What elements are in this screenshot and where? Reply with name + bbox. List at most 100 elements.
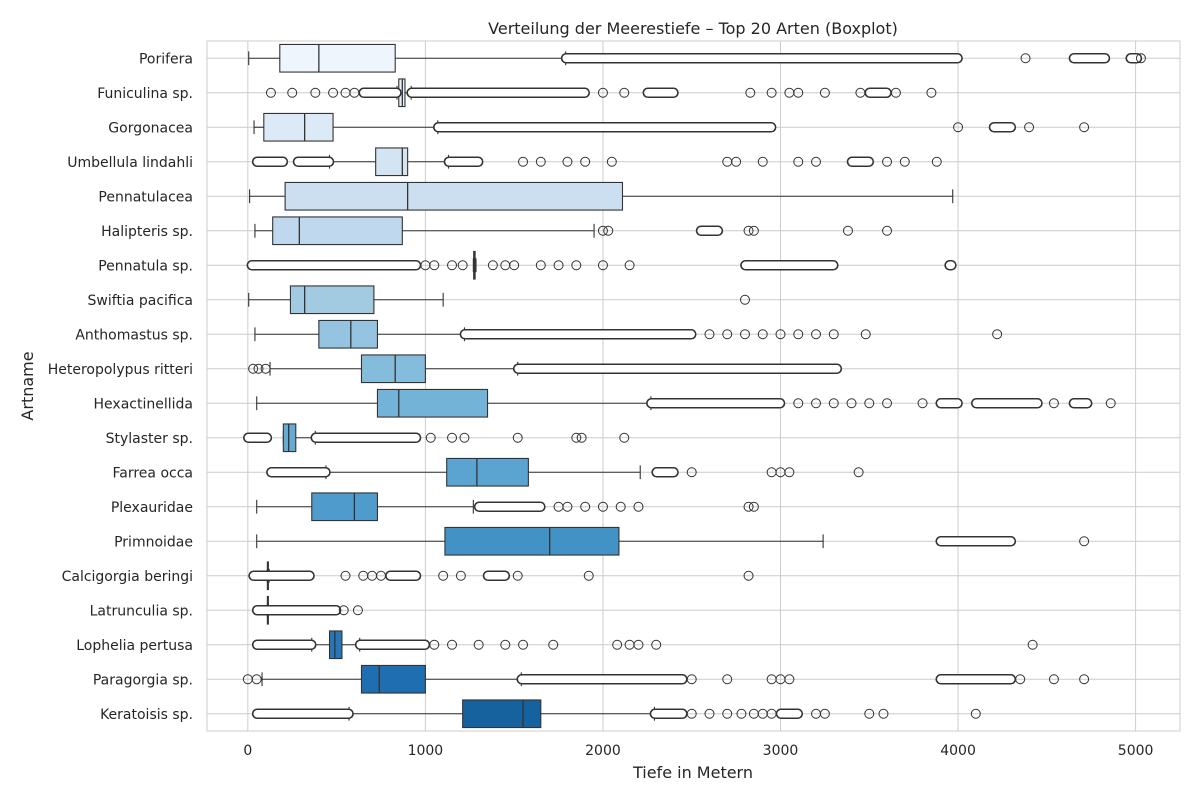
box bbox=[272, 216, 403, 246]
outlier-cluster bbox=[642, 87, 679, 99]
outlier-point bbox=[624, 260, 635, 271]
outlier-point bbox=[1079, 674, 1090, 685]
outlier-point bbox=[992, 329, 1003, 340]
box-group bbox=[256, 492, 759, 522]
outlier-cluster bbox=[846, 156, 875, 168]
outlier-point bbox=[748, 501, 759, 512]
outlier-point bbox=[757, 329, 768, 340]
box-group bbox=[265, 78, 937, 108]
outlier-point bbox=[310, 87, 321, 98]
outlier-cluster bbox=[251, 604, 342, 616]
outlier-point bbox=[819, 87, 830, 98]
outlier-point bbox=[603, 225, 614, 236]
outlier-cluster bbox=[1125, 52, 1143, 64]
outlier-point bbox=[864, 398, 875, 409]
outlier-point bbox=[1048, 674, 1059, 685]
outlier-point bbox=[352, 605, 363, 616]
y-tick-label: Funiculina sp. bbox=[97, 86, 193, 102]
outlier-cluster bbox=[516, 673, 688, 685]
outlier-point bbox=[878, 708, 889, 719]
box-group bbox=[243, 423, 630, 453]
outlier-point bbox=[606, 156, 617, 167]
box-group bbox=[251, 595, 363, 625]
y-tick-label: Halipteris sp. bbox=[101, 224, 193, 240]
outlier-point bbox=[633, 501, 644, 512]
outlier-point bbox=[328, 87, 339, 98]
outlier-point bbox=[597, 260, 608, 271]
outlier-point bbox=[597, 501, 608, 512]
outlier-point bbox=[793, 156, 804, 167]
outlier-cluster bbox=[935, 535, 1017, 547]
outlier-cluster bbox=[266, 466, 331, 478]
outlier-point bbox=[512, 570, 523, 581]
outlier-point bbox=[882, 398, 893, 409]
outlier-point bbox=[615, 501, 626, 512]
outlier-point bbox=[571, 260, 582, 271]
box-group bbox=[251, 699, 981, 729]
outlier-point bbox=[473, 639, 484, 650]
outlier-point bbox=[583, 570, 594, 581]
x-tick-label: 0 bbox=[243, 743, 252, 759]
box bbox=[328, 630, 343, 660]
outlier-point bbox=[597, 225, 608, 236]
box bbox=[284, 181, 624, 211]
outlier-point bbox=[612, 639, 623, 650]
x-tick-labels: 0 1000 2000 3000 4000 5000 bbox=[243, 743, 1153, 759]
box-group bbox=[246, 250, 957, 280]
y-tick-label: Umbellula lindahli bbox=[67, 155, 193, 171]
outlier-point bbox=[739, 329, 750, 340]
outlier-cluster bbox=[649, 708, 688, 720]
outlier-point bbox=[775, 329, 786, 340]
box bbox=[318, 319, 379, 349]
box-group bbox=[266, 457, 864, 487]
box bbox=[462, 699, 542, 729]
outlier-point bbox=[576, 432, 587, 443]
y-tick-label: Pennatula sp. bbox=[98, 258, 193, 274]
outlier-point bbox=[722, 708, 733, 719]
outlier-point bbox=[633, 639, 644, 650]
box-group bbox=[253, 112, 1090, 142]
outlier-point bbox=[686, 467, 697, 478]
outlier-point bbox=[743, 225, 754, 236]
box-group bbox=[248, 354, 843, 384]
outlier-point bbox=[562, 501, 573, 512]
y-tick-label: Heteropolypus ritteri bbox=[48, 362, 193, 378]
outlier-point bbox=[535, 260, 546, 271]
outlier-point bbox=[251, 674, 262, 685]
outlier-point bbox=[970, 708, 981, 719]
outlier-cluster bbox=[646, 397, 786, 409]
outlier-cluster bbox=[560, 52, 963, 64]
outlier-cluster bbox=[651, 466, 679, 478]
outlier-cluster bbox=[935, 397, 963, 409]
outlier-point bbox=[953, 122, 964, 133]
outlier-point bbox=[828, 329, 839, 340]
box bbox=[282, 423, 297, 453]
box bbox=[279, 43, 396, 73]
outlier-cluster bbox=[251, 639, 317, 651]
y-tick-labels: Porifera Funiculina sp. Gorgonacea Umbellul… bbox=[48, 51, 193, 723]
outlier-point bbox=[784, 674, 795, 685]
outlier-cluster bbox=[1068, 397, 1093, 409]
outlier-cluster bbox=[251, 708, 354, 720]
outlier-cluster bbox=[1068, 52, 1111, 64]
outlier-point bbox=[457, 260, 468, 271]
outlier-point bbox=[349, 87, 360, 98]
outlier-point bbox=[736, 708, 747, 719]
outlier-point bbox=[811, 398, 822, 409]
outlier-cluster bbox=[385, 570, 422, 582]
box-group bbox=[248, 43, 1146, 73]
outlier-point bbox=[562, 156, 573, 167]
outlier-point bbox=[748, 225, 759, 236]
outlier-cluster bbox=[864, 87, 892, 99]
outlier-point bbox=[853, 467, 864, 478]
outlier-point bbox=[704, 708, 715, 719]
outlier-cluster bbox=[433, 121, 777, 133]
outlier-point bbox=[425, 432, 436, 443]
y-tick-label: Swiftia pacifica bbox=[88, 293, 193, 309]
outlier-point bbox=[731, 156, 742, 167]
outlier-cluster bbox=[358, 87, 402, 99]
outlier-point bbox=[265, 87, 276, 98]
outlier-point bbox=[487, 260, 498, 271]
outlier-point bbox=[811, 156, 822, 167]
outlier-point bbox=[743, 501, 754, 512]
